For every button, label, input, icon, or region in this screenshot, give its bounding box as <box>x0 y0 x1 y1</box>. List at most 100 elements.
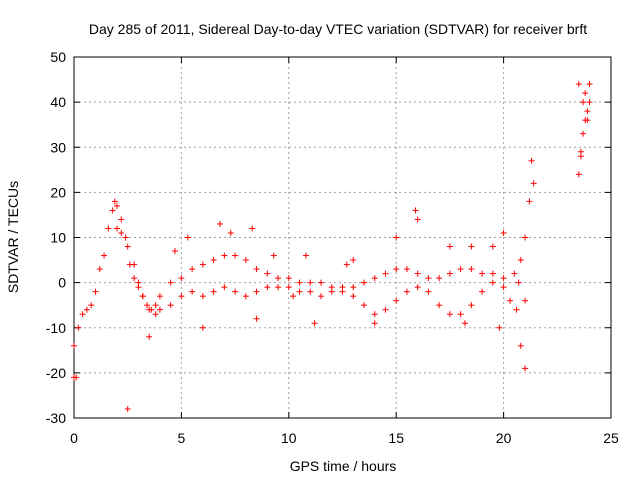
data-point-main-lower-track <box>425 288 432 295</box>
data-point-main-lower-track <box>318 293 325 300</box>
x-tick-label: 25 <box>603 430 619 446</box>
data-point-outliers <box>124 405 131 412</box>
data-point-main-lower-track <box>221 284 228 291</box>
data-point-main-lower-track <box>253 288 260 295</box>
data-point-outliers <box>530 180 537 187</box>
data-point-outliers <box>584 117 591 124</box>
data-point-outliers <box>227 229 234 236</box>
data-point-main-upper-track <box>275 275 282 282</box>
data-point-main-lower-track <box>414 284 421 291</box>
data-point-main-upper-track <box>436 275 443 282</box>
data-point-main-lower-track <box>242 293 249 300</box>
data-point-post-gap-rise <box>575 171 582 178</box>
data-point-outliers <box>311 320 318 327</box>
data-point-main-lower-track <box>113 225 120 232</box>
data-point-main-upper-track <box>83 306 90 313</box>
data-point-outliers <box>582 90 589 97</box>
data-point-outliers <box>575 81 582 88</box>
data-point-outliers <box>580 99 587 106</box>
data-point-main-lower-track <box>328 288 335 295</box>
y-tick-label: 20 <box>50 184 66 200</box>
x-tick-label: 5 <box>178 430 186 446</box>
data-point-main-upper-track <box>118 216 125 223</box>
data-point-outliers <box>528 157 535 164</box>
data-point-outliers <box>371 320 378 327</box>
data-point-main-lower-track <box>457 311 464 318</box>
data-point-outliers <box>270 252 277 259</box>
data-point-main-upper-track <box>479 270 486 277</box>
data-point-main-upper-track <box>350 284 357 291</box>
data-point-outliers <box>249 225 256 232</box>
data-point-outliers <box>586 81 593 88</box>
data-point-main-upper-track <box>122 234 129 241</box>
data-point-outliers <box>253 315 260 322</box>
data-point-outliers <box>489 243 496 250</box>
data-point-main-upper-track <box>457 266 464 273</box>
data-point-main-lower-track <box>264 284 271 291</box>
data-point-main-lower-track <box>296 288 303 295</box>
data-point-main-upper-track <box>111 198 118 205</box>
data-point-main-upper-track <box>264 270 271 277</box>
data-point-main-upper-track <box>511 270 518 277</box>
data-point-main-upper-track <box>414 270 421 277</box>
data-point-main-lower-track <box>118 229 125 236</box>
data-point-main-upper-track <box>75 324 82 331</box>
data-point-main-upper-track <box>92 288 99 295</box>
data-point-main-upper-track <box>88 302 95 309</box>
data-point-post-gap-rise <box>580 130 587 137</box>
data-point-main-lower-track <box>507 297 514 304</box>
chart-title: Day 285 of 2011, Sidereal Day-to-day VTE… <box>89 21 587 37</box>
data-point-main-upper-track <box>101 252 108 259</box>
data-point-main-upper-track <box>425 275 432 282</box>
data-point-main-upper-track <box>468 266 475 273</box>
x-tick-label: 10 <box>281 430 297 446</box>
data-point-main-upper-track <box>71 342 77 349</box>
data-point-main-upper-track <box>167 279 174 286</box>
data-point-main-upper-track <box>285 275 292 282</box>
data-point-main-upper-track <box>517 257 524 264</box>
data-points <box>71 81 593 412</box>
data-point-outliers <box>414 216 421 223</box>
y-tick-label: -10 <box>46 320 66 336</box>
data-point-outliers <box>500 229 507 236</box>
data-point-main-upper-track <box>403 266 410 273</box>
data-point-main-lower-track <box>285 284 292 291</box>
data-point-outliers <box>496 324 503 331</box>
data-point-main-upper-track <box>307 279 314 286</box>
grid-lines <box>74 57 611 418</box>
data-point-main-lower-track <box>403 288 410 295</box>
y-tick-label: 40 <box>50 94 66 110</box>
data-point-main-lower-track <box>167 302 174 309</box>
data-point-main-lower-track <box>468 302 475 309</box>
x-tick-label: 0 <box>70 430 78 446</box>
data-point-main-lower-track <box>124 243 131 250</box>
data-point-outliers <box>199 324 206 331</box>
data-point-main-upper-track <box>232 252 239 259</box>
x-tick-label: 15 <box>388 430 404 446</box>
data-point-main-lower-track <box>360 302 367 309</box>
data-point-outliers <box>446 243 453 250</box>
data-point-main-lower-track <box>232 288 239 295</box>
data-point-post-gap-rise <box>586 99 593 106</box>
data-point-post-gap-rise <box>584 108 591 115</box>
data-point-main-upper-track <box>500 275 507 282</box>
data-point-outliers <box>343 261 350 268</box>
data-point-outliers <box>577 148 584 155</box>
data-point-main-lower-track <box>500 284 507 291</box>
data-point-main-upper-track <box>296 279 303 286</box>
data-point-main-upper-track <box>199 261 206 268</box>
data-point-main-upper-track <box>382 270 389 277</box>
data-point-main-upper-track <box>109 207 116 214</box>
data-point-outliers <box>302 252 309 259</box>
data-point-main-lower-track <box>199 293 206 300</box>
data-point-main-upper-track <box>144 302 151 309</box>
data-point-main-lower-track <box>393 297 400 304</box>
tick-labels: 0 5 10 15 20 25 -30 -20 -10 0 10 20 30 40 50 <box>46 49 619 446</box>
data-point-main-upper-track <box>210 257 217 264</box>
data-point-main-upper-track <box>371 275 378 282</box>
data-point-main-upper-track <box>152 302 159 309</box>
x-tick-label: 20 <box>496 430 512 446</box>
y-tick-label: 0 <box>58 275 66 291</box>
data-point-main-lower-track <box>371 311 378 318</box>
y-tick-label: 30 <box>50 139 66 155</box>
